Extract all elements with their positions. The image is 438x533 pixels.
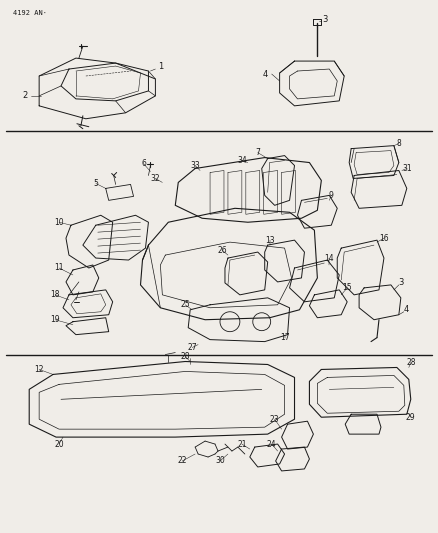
Text: 3: 3	[398, 278, 403, 287]
Text: 27: 27	[187, 343, 197, 352]
Text: 28: 28	[406, 358, 416, 367]
Text: 8: 8	[396, 139, 401, 148]
Text: 10: 10	[54, 218, 64, 227]
Text: 4: 4	[403, 305, 408, 314]
Text: 5: 5	[93, 179, 98, 188]
Text: 18: 18	[50, 290, 60, 300]
Text: 2: 2	[22, 91, 27, 100]
Text: 33: 33	[190, 161, 200, 170]
Text: 15: 15	[343, 284, 352, 293]
Text: 26: 26	[217, 246, 227, 255]
Text: 1: 1	[159, 61, 164, 70]
Text: 19: 19	[50, 315, 60, 324]
Text: 12: 12	[35, 365, 44, 374]
Text: 4: 4	[262, 69, 268, 78]
Text: 34: 34	[237, 156, 247, 165]
Text: 23: 23	[270, 415, 279, 424]
Text: 3: 3	[322, 15, 328, 24]
Text: 25: 25	[180, 300, 190, 309]
Text: 28: 28	[180, 352, 190, 361]
Text: 32: 32	[151, 174, 160, 183]
Text: 29: 29	[406, 413, 416, 422]
Text: 20: 20	[54, 440, 64, 449]
Text: 21: 21	[237, 440, 247, 449]
Text: 9: 9	[329, 191, 334, 200]
Text: 11: 11	[54, 263, 64, 272]
Text: 7: 7	[255, 148, 260, 157]
Text: 24: 24	[267, 440, 276, 449]
Text: 31: 31	[402, 164, 412, 173]
Text: 17: 17	[280, 333, 290, 342]
Text: 16: 16	[379, 233, 389, 243]
Text: 30: 30	[215, 456, 225, 465]
Text: 6: 6	[141, 159, 146, 168]
Text: 14: 14	[325, 254, 334, 263]
Text: 4192 AN·: 4192 AN·	[13, 10, 47, 17]
Text: 13: 13	[265, 236, 275, 245]
Text: 22: 22	[177, 456, 187, 465]
